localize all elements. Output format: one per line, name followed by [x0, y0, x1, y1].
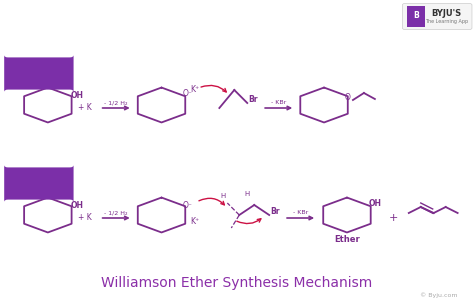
FancyBboxPatch shape — [402, 4, 472, 29]
Text: Williamson Ether Synthesis Mechanism: Williamson Ether Synthesis Mechanism — [100, 276, 372, 290]
Text: + K: + K — [78, 104, 91, 113]
FancyBboxPatch shape — [4, 165, 73, 202]
Text: Br: Br — [248, 95, 258, 104]
Text: H: H — [221, 193, 226, 199]
Text: Ether: Ether — [334, 235, 360, 244]
FancyArrowPatch shape — [237, 219, 261, 224]
Text: BYJU'S: BYJU'S — [432, 8, 462, 17]
Text: Step -1: Step -1 — [18, 31, 60, 41]
Text: - KBr: - KBr — [271, 100, 286, 105]
Text: O⁻: O⁻ — [182, 88, 192, 98]
FancyBboxPatch shape — [407, 6, 425, 27]
Text: OH: OH — [71, 200, 84, 209]
Text: - 1/2 H₂: - 1/2 H₂ — [104, 210, 128, 215]
Text: The Learning App: The Learning App — [425, 18, 468, 23]
Text: Step -2: Step -2 — [18, 141, 60, 151]
Text: H: H — [245, 191, 250, 197]
Text: - 1/2 H₂: - 1/2 H₂ — [104, 100, 128, 105]
Text: O: O — [345, 92, 351, 101]
Text: O⁻: O⁻ — [182, 200, 192, 209]
Text: K⁺: K⁺ — [191, 85, 200, 95]
Text: K⁺: K⁺ — [191, 218, 200, 226]
FancyBboxPatch shape — [4, 55, 73, 92]
Text: + K: + K — [78, 213, 91, 222]
Text: OH: OH — [369, 200, 382, 209]
Text: +: + — [389, 213, 399, 223]
Text: © Byju.com: © Byju.com — [420, 292, 457, 298]
FancyArrowPatch shape — [199, 198, 224, 205]
Text: Br: Br — [270, 207, 280, 216]
FancyArrowPatch shape — [201, 85, 226, 92]
Text: B: B — [413, 11, 419, 20]
Text: OH: OH — [71, 91, 84, 100]
Text: - KBr: - KBr — [293, 210, 308, 215]
